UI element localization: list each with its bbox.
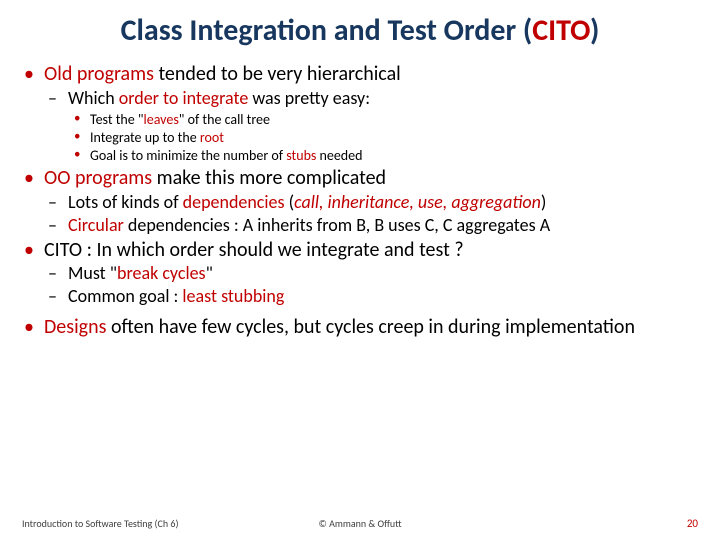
t: needed (316, 147, 362, 164)
t: stubs (286, 147, 316, 164)
b2-dependencies: Lots of kinds of dependencies (call, inh… (44, 192, 702, 214)
t: Test the " (90, 111, 144, 128)
t: Goal is to minimize the number of (90, 147, 286, 164)
title-accent: CITO (532, 12, 590, 49)
t: Integrate up to the (90, 129, 200, 146)
t: root (200, 129, 224, 146)
t: dependencies (183, 191, 285, 213)
b1-rest: tended to be very hierarchical (154, 62, 401, 86)
slide-title: Class Integration and Test Order (CITO) (18, 12, 702, 49)
b1s1-pre: Which (68, 87, 119, 109)
bullet-old-programs: Old programs tended to be very hierarchi… (18, 63, 702, 165)
bullet-cito-question: CITO : In which order should we integrat… (18, 239, 702, 309)
t: Common goal : (68, 285, 182, 307)
t: CITO : In (44, 238, 117, 262)
t: ? (450, 238, 464, 262)
b2-circular: Circular dependencies : A inherits from … (44, 215, 702, 237)
t: " of the call tree (179, 111, 270, 128)
t: dependencies : A inherits from B, B uses… (124, 214, 550, 236)
b4-rest: often have few cycles, but cycles creep … (106, 315, 635, 339)
t: Must " (68, 262, 117, 284)
b1-sub-order: Which order to integrate was pretty easy… (44, 88, 702, 166)
t: call, inheritance, use, aggregation (294, 191, 541, 213)
t: break cycles (117, 262, 206, 284)
t: ) (541, 191, 546, 213)
page-number: 20 (687, 517, 698, 530)
t: ( (285, 191, 295, 213)
bullet-oo-programs: OO programs make this more complicated L… (18, 167, 702, 237)
t: Circular (68, 214, 124, 236)
b1-stubs: Goal is to minimize the number of stubs … (68, 147, 702, 165)
t: leaves (144, 111, 179, 128)
bullet-list: Old programs tended to be very hierarchi… (18, 63, 702, 340)
b3-break-cycles: Must "break cycles" (44, 263, 702, 285)
slide-footer: Introduction to Software Testing (Ch 6) … (0, 517, 720, 530)
b1s1-post: was pretty easy: (248, 87, 370, 109)
b1s1-hl: order to integrate (119, 87, 249, 109)
b3-least-stubbing: Common goal : least stubbing (44, 286, 702, 308)
footer-left: Introduction to Software Testing (Ch 6) (22, 517, 178, 530)
b1-lead: Old programs (44, 62, 154, 86)
b1-root: Integrate up to the root (68, 129, 702, 147)
b2-rest: make this more complicated (152, 166, 386, 190)
title-pre: Class Integration and Test Order ( (121, 12, 533, 49)
b2-lead: OO programs (44, 166, 152, 190)
b4-lead: Designs (44, 315, 106, 339)
b1-leaf-test: Test the "leaves" of the call tree (68, 111, 702, 129)
t: which order should we integrate and test (117, 238, 450, 262)
t: " (206, 262, 213, 284)
t: Lots of kinds of (68, 191, 183, 213)
footer-center: © Ammann & Offutt (318, 517, 401, 530)
t: least stubbing (182, 285, 284, 307)
bullet-designs: Designs often have few cycles, but cycle… (18, 316, 702, 340)
title-post: ) (590, 12, 599, 49)
